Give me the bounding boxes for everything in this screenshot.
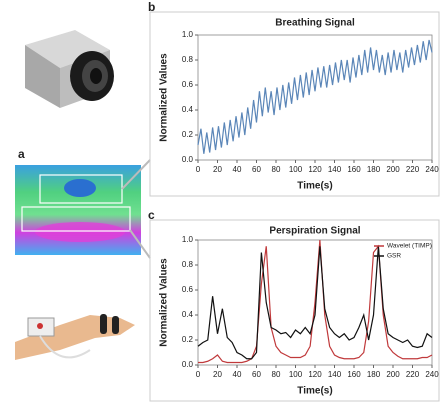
y-tick-label: 0.4 [182,310,194,319]
x-tick-label: 120 [308,370,322,379]
x-tick-label: 220 [406,370,420,379]
y-axis-label: Normalized Values [159,53,170,142]
x-tick-label: 0 [196,165,201,174]
legend-label: Wavelet (TIMP) [387,243,432,250]
y-tick-label: 0.0 [182,360,194,369]
y-tick-label: 0.2 [182,130,194,139]
y-tick-label: 0.2 [182,335,194,344]
x-tick-label: 60 [252,165,261,174]
chart-title: Perspiration Signal [269,226,360,237]
series-line [197,246,433,360]
x-tick-label: 200 [386,165,400,174]
series-line [198,239,433,364]
y-axis-label: Normalized Values [159,258,170,347]
x-tick-label: 60 [252,370,261,379]
thermal-image [15,165,141,255]
x-tick-label: 140 [328,370,342,379]
connector [121,159,151,190]
hand-image [15,314,135,360]
x-tick-label: 180 [367,165,381,174]
x-tick-label: 40 [233,370,242,379]
x-tick-label: 120 [308,165,322,174]
connector [129,229,151,259]
panel-frame [149,11,440,197]
panel-frame [149,219,440,402]
chart-title: Breathing Signal [275,18,355,29]
y-tick-label: 0.8 [182,55,194,64]
x-tick-label: 20 [213,370,222,379]
camera-image [25,30,114,108]
y-tick-label: 0.6 [182,285,194,294]
x-tick-label: 20 [213,165,222,174]
y-tick-label: 1.0 [182,30,194,39]
x-tick-label: 40 [233,165,242,174]
x-tick-label: 100 [289,165,303,174]
x-tick-label: 200 [386,370,400,379]
x-tick-label: 160 [347,370,361,379]
x-axis-label: Time(s) [297,181,332,192]
x-tick-label: 0 [196,370,201,379]
series-line [197,39,433,154]
x-tick-label: 240 [425,165,439,174]
x-tick-label: 220 [406,165,420,174]
y-tick-label: 0.6 [182,80,194,89]
x-tick-label: 240 [425,370,439,379]
x-tick-label: 140 [328,165,342,174]
x-axis-label: Time(s) [297,386,332,397]
y-tick-label: 0.4 [182,105,194,114]
y-tick-label: 0.8 [182,260,194,269]
y-tick-label: 1.0 [182,235,194,244]
panel-label: b [148,0,155,14]
panel-label: a [18,147,25,161]
x-tick-label: 160 [347,165,361,174]
x-tick-label: 100 [289,370,303,379]
x-tick-label: 80 [272,165,281,174]
x-tick-label: 80 [272,370,281,379]
y-tick-label: 0.0 [182,155,194,164]
panel-label: c [148,208,155,222]
x-tick-label: 180 [367,370,381,379]
legend-label: GSR [387,253,401,260]
